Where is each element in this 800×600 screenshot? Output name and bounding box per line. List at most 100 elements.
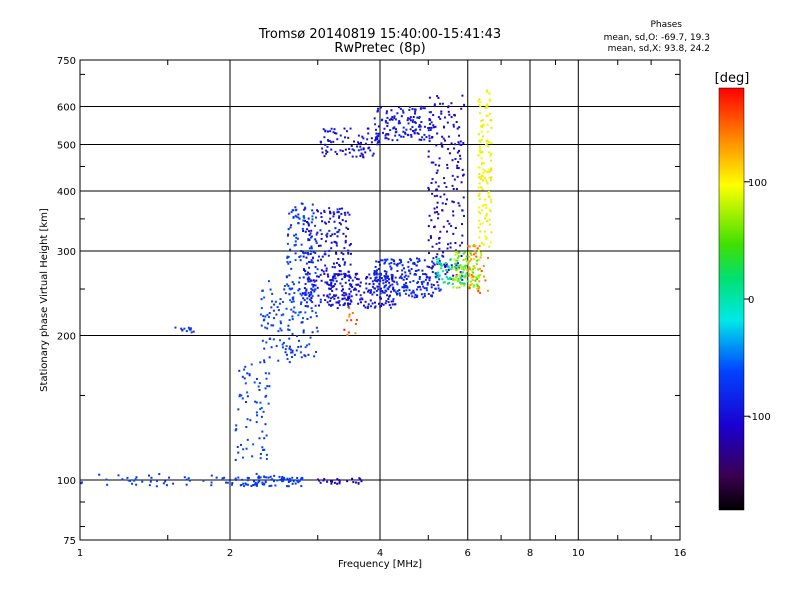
data-point <box>260 298 263 301</box>
data-point <box>481 135 484 138</box>
data-point <box>281 346 284 349</box>
data-point <box>270 306 273 309</box>
data-point <box>390 109 393 112</box>
data-point <box>329 299 332 302</box>
data-point <box>419 105 422 108</box>
data-point <box>479 112 482 115</box>
data-point <box>341 219 344 222</box>
data-point <box>267 322 270 325</box>
data-point <box>444 139 447 142</box>
data-point <box>311 295 314 298</box>
data-point <box>355 318 358 321</box>
data-point <box>469 252 472 255</box>
data-point <box>297 314 300 317</box>
data-point <box>474 245 477 248</box>
data-point <box>316 330 319 333</box>
data-point <box>258 389 261 392</box>
data-point <box>287 328 290 331</box>
data-point <box>374 128 377 131</box>
data-point <box>412 115 415 118</box>
data-point <box>285 276 288 279</box>
data-point <box>348 315 351 318</box>
data-point <box>428 126 431 129</box>
data-point <box>452 201 455 204</box>
data-point <box>384 281 387 284</box>
data-point <box>474 279 477 282</box>
data-point <box>337 274 340 277</box>
data-point <box>319 273 322 276</box>
data-point <box>459 264 462 267</box>
data-point <box>344 136 347 139</box>
data-point <box>341 149 344 152</box>
data-point <box>302 331 305 334</box>
data-point <box>368 282 371 285</box>
data-point <box>244 482 247 485</box>
data-point <box>436 211 439 214</box>
data-point <box>329 279 332 282</box>
data-point <box>347 249 350 252</box>
data-point <box>378 132 381 135</box>
data-point <box>377 141 380 144</box>
data-point <box>310 291 313 294</box>
data-point <box>317 304 320 307</box>
data-point <box>307 224 310 227</box>
data-point <box>487 192 490 195</box>
data-point <box>437 284 440 287</box>
data-point <box>292 310 295 313</box>
data-point <box>478 103 481 106</box>
data-point <box>299 311 302 314</box>
data-point <box>485 214 488 217</box>
data-point <box>348 274 351 277</box>
data-point <box>347 136 350 139</box>
data-point <box>292 216 295 219</box>
data-point <box>484 217 487 220</box>
data-point <box>311 215 314 218</box>
data-point <box>404 274 407 277</box>
data-point <box>478 182 481 185</box>
data-point <box>453 258 456 261</box>
data-point <box>323 221 326 224</box>
data-point <box>435 261 438 264</box>
data-point <box>408 289 411 292</box>
data-point <box>274 300 277 303</box>
data-point <box>398 292 401 295</box>
data-point <box>311 301 314 304</box>
data-point <box>387 301 390 304</box>
data-point <box>300 477 303 480</box>
data-point <box>386 279 389 282</box>
data-point <box>442 137 445 140</box>
data-point <box>487 151 490 154</box>
data-point <box>428 266 431 269</box>
data-point <box>273 480 276 483</box>
data-point <box>310 250 313 253</box>
data-point <box>326 282 329 285</box>
data-point <box>329 130 332 133</box>
data-point <box>302 276 305 279</box>
data-point <box>427 188 430 191</box>
data-point <box>321 147 324 150</box>
data-point <box>306 273 309 276</box>
data-point <box>428 137 431 140</box>
data-point <box>335 252 338 255</box>
data-point <box>268 356 271 359</box>
y-tick-label: 400 <box>57 187 76 198</box>
data-point <box>476 287 479 290</box>
data-point <box>470 258 473 261</box>
data-point <box>456 127 459 130</box>
data-point <box>344 281 347 284</box>
data-point <box>434 275 437 278</box>
data-point <box>424 273 427 276</box>
data-point <box>384 134 387 137</box>
data-point <box>338 265 341 268</box>
data-point <box>437 213 440 216</box>
data-point <box>332 131 335 134</box>
data-point <box>105 478 108 481</box>
data-point <box>424 278 427 281</box>
data-point <box>459 157 462 160</box>
data-point <box>460 272 463 275</box>
data-point <box>261 483 264 486</box>
data-point <box>255 421 258 424</box>
data-point <box>404 131 407 134</box>
data-point <box>303 299 306 302</box>
data-point <box>335 273 338 276</box>
